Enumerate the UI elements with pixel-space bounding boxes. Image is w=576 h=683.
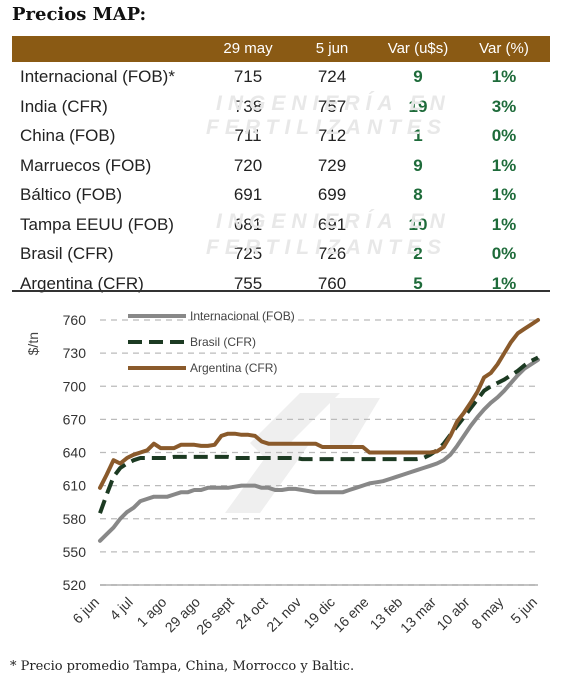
row-name: Tampa EEUU (FOB) bbox=[20, 214, 174, 234]
table-row: Marruecos (FOB) 720 729 9 1% bbox=[12, 151, 550, 180]
legend-label: Internacional (FOB) bbox=[190, 309, 295, 323]
row-var-usd: 5 bbox=[413, 273, 423, 293]
table-row: China (FOB) 711 712 1 0% bbox=[12, 121, 550, 151]
legend-label: Brasil (CFR) bbox=[190, 335, 256, 349]
legend-label: Argentina (CFR) bbox=[190, 361, 277, 375]
x-tick-label: 26 sept bbox=[193, 594, 237, 638]
row-name: Marruecos (FOB) bbox=[20, 155, 152, 175]
row-var-usd: 8 bbox=[413, 185, 423, 204]
row-5jun: 726 bbox=[317, 244, 347, 263]
row-5jun: 760 bbox=[317, 273, 347, 293]
watermark-text: FERTILIZANTES bbox=[206, 236, 447, 259]
y-tick-label: 610 bbox=[63, 478, 87, 494]
row-5jun: 729 bbox=[317, 155, 347, 175]
row-var-usd: 9 bbox=[413, 155, 423, 175]
row-var-usd: 19 bbox=[408, 96, 428, 116]
series-line-1 bbox=[98, 355, 539, 514]
row-var-pct: 1% bbox=[491, 273, 517, 293]
header-5jun: 5 jun bbox=[315, 40, 349, 57]
table-header: 29 may 5 jun Var (u$s) Var (%) bbox=[12, 36, 550, 62]
series-line-2 bbox=[98, 318, 540, 490]
header-29may: 29 may bbox=[223, 40, 273, 57]
page-title: Precios MAP: bbox=[12, 4, 147, 25]
row-29may: 711 bbox=[234, 126, 262, 145]
watermark-text: INGENIERÍA EN bbox=[216, 92, 451, 115]
y-tick-label: 640 bbox=[63, 445, 87, 461]
y-axis-label: $/tn bbox=[25, 332, 41, 355]
y-tick-label: 580 bbox=[63, 511, 87, 527]
table-row: Brasil (CFR) 725 726 2 0% bbox=[12, 239, 550, 269]
row-5jun: 712 bbox=[317, 126, 347, 145]
series-line-0 bbox=[98, 357, 540, 543]
x-tick-label: 8 may bbox=[468, 594, 506, 632]
x-tick-label: 6 jun bbox=[69, 594, 102, 627]
row-var-pct: 1% bbox=[491, 214, 517, 234]
footnote: * Precio promedio Tampa, China, Morrocco… bbox=[10, 659, 355, 674]
y-tick-label: 760 bbox=[63, 312, 87, 328]
table-row: Argentina (CFR) 755 760 5 1% bbox=[12, 269, 550, 298]
row-name: India (CFR) bbox=[20, 96, 108, 116]
row-5jun: 699 bbox=[317, 185, 347, 204]
y-tick-label: 700 bbox=[63, 378, 87, 394]
header-var-usd: Var (u$s) bbox=[387, 40, 449, 57]
watermark-logo bbox=[330, 398, 380, 448]
row-29may: 720 bbox=[233, 155, 263, 175]
y-tick-label: 520 bbox=[63, 577, 87, 593]
y-tick-label: 550 bbox=[63, 544, 87, 560]
row-var-pct: 3% bbox=[491, 96, 517, 116]
row-var-pct: 1% bbox=[491, 67, 517, 86]
table-row: Tampa EEUU (FOB) 681 691 10 1% bbox=[12, 210, 550, 239]
watermark-text: FERTILIZANTES bbox=[206, 116, 447, 139]
price-line-chart: 520 550 580 610 640 670 700 730 760 $/tn 6 jun 4 ju… bbox=[25, 309, 540, 638]
row-name: Brasil (CFR) bbox=[20, 244, 114, 263]
row-name: China (FOB) bbox=[20, 126, 116, 145]
row-name: Báltico (FOB) bbox=[20, 185, 123, 204]
row-var-usd: 9 bbox=[413, 67, 423, 86]
x-tick-label: 5 jun bbox=[507, 594, 540, 627]
table-bottom-rule bbox=[12, 290, 550, 292]
row-5jun: 691 bbox=[317, 214, 347, 234]
row-var-usd: 2 bbox=[413, 244, 423, 263]
row-29may: 691 bbox=[233, 185, 263, 204]
table-row: India (CFR) 738 757 19 3% bbox=[12, 92, 550, 121]
row-name: Internacional (FOB)* bbox=[20, 67, 175, 86]
row-29may: 715 bbox=[233, 67, 263, 86]
x-tick-label: 13 mar bbox=[397, 594, 439, 636]
y-tick-label: 730 bbox=[63, 345, 87, 361]
row-var-pct: 1% bbox=[491, 185, 517, 204]
x-tick-label: 4 jul bbox=[106, 594, 135, 623]
prices-table: 29 may 5 jun Var (u$s) Var (%) Internaci… bbox=[12, 36, 550, 298]
watermark-logo bbox=[225, 393, 340, 513]
y-tick-label: 670 bbox=[63, 411, 87, 427]
row-29may: 681 bbox=[233, 214, 263, 234]
row-var-usd: 1 bbox=[413, 126, 423, 145]
x-tick-label: 10 abr bbox=[433, 594, 473, 634]
row-29may: 738 bbox=[233, 96, 263, 116]
watermark-text: INGENIERÍA EN bbox=[216, 210, 451, 233]
row-29may: 725 bbox=[233, 244, 263, 263]
row-var-pct: 1% bbox=[491, 155, 517, 175]
table-row: Internacional (FOB)* 715 724 9 1% bbox=[12, 62, 550, 92]
row-var-pct: 0% bbox=[491, 126, 517, 145]
table-row: Báltico (FOB) 691 699 8 1% bbox=[12, 180, 550, 210]
row-var-usd: 10 bbox=[408, 214, 428, 234]
row-var-pct: 0% bbox=[491, 244, 517, 263]
x-tick-label: 21 nov bbox=[263, 594, 304, 635]
row-name: Argentina (CFR) bbox=[20, 273, 144, 293]
x-tick-label: 16 ene bbox=[330, 594, 372, 636]
row-29may: 755 bbox=[233, 273, 263, 293]
header-var-pct: Var (%) bbox=[479, 40, 529, 57]
row-5jun: 757 bbox=[317, 96, 347, 116]
row-5jun: 724 bbox=[317, 67, 347, 86]
